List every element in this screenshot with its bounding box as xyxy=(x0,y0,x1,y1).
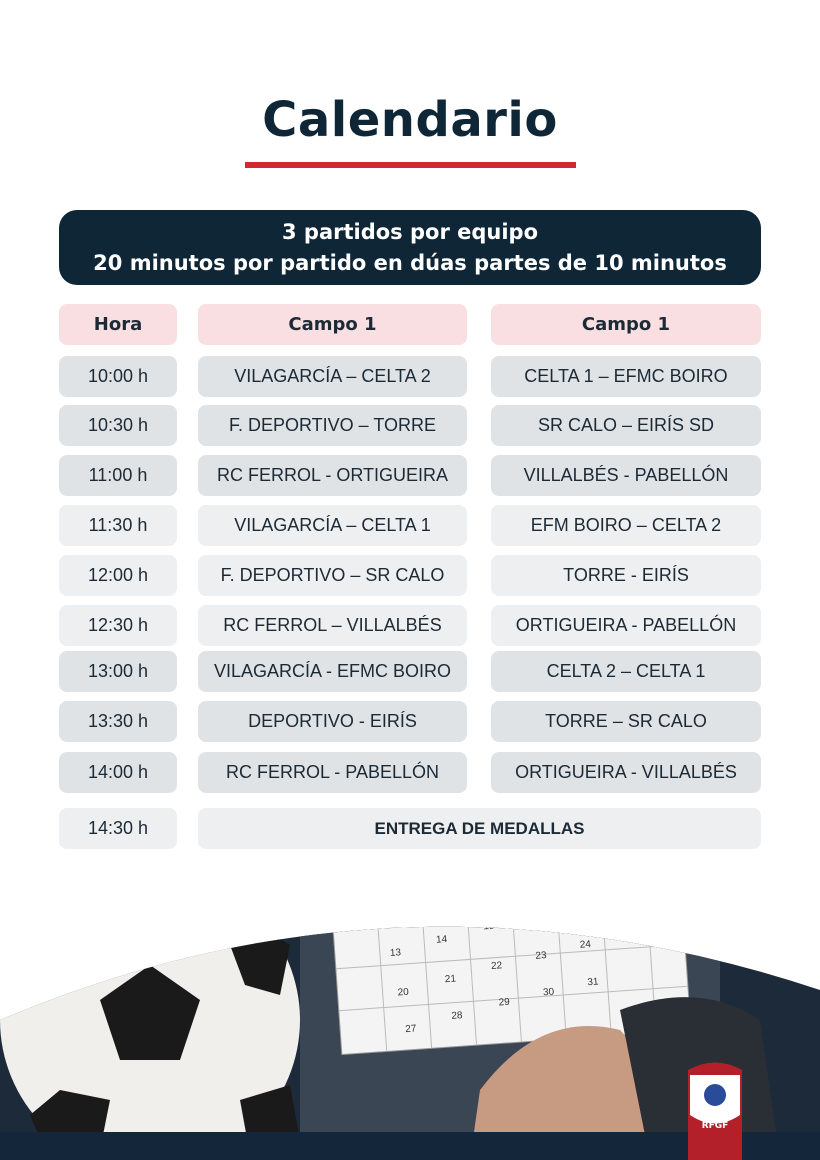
ceremony-cell: ENTREGA DE MEDALLAS xyxy=(198,808,761,849)
banner-line: 20 minutos por partido en dúas partes de… xyxy=(93,251,727,275)
logo-text: RFGF xyxy=(702,1121,729,1131)
calendar-grid xyxy=(338,985,688,1012)
match-cell: TORRE – SR CALO xyxy=(491,701,761,742)
match-cell: F. DEPORTIVO – TORRE xyxy=(198,405,467,446)
match-cell: EFM BOIRO – CELTA 2 xyxy=(491,505,761,546)
match-cell: F. DEPORTIVO – SR CALO xyxy=(198,555,467,596)
match-cell: SR CALO – EIRÍS SD xyxy=(491,405,761,446)
calendar-day: 22 xyxy=(491,960,503,972)
calendar-day: 14 xyxy=(436,934,448,946)
time-cell: 12:00 h xyxy=(59,555,177,596)
header-cell: Campo 1 xyxy=(491,304,761,345)
time-cell: 11:00 h xyxy=(59,455,177,496)
calendar-day: 29 xyxy=(498,997,510,1009)
calendar-grid xyxy=(553,926,567,1039)
match-cell: VILAGARCÍA – CELTA 2 xyxy=(198,356,467,397)
match-cell: VILLALBÉS - PABELLÓN xyxy=(491,455,761,496)
calendar-day: 9 xyxy=(519,870,526,880)
calendar-day: 28 xyxy=(451,1010,463,1022)
match-cell: ORTIGUEIRA - VILLALBÉS xyxy=(491,752,761,793)
match-cell: RC FERROL - ORTIGUEIRA xyxy=(198,455,467,496)
header-cell: Hora xyxy=(59,304,177,345)
calendar-day: 25 xyxy=(622,928,634,940)
match-cell: CELTA 2 – CELTA 1 xyxy=(491,651,761,692)
calendar-day: 21 xyxy=(445,973,457,985)
match-cell: ORTIGUEIRA - PABELLÓN xyxy=(491,605,761,646)
match-cell: TORRE - EIRÍS xyxy=(491,555,761,596)
photo-illustration: 6 7 8 9 13 14 15 16 17 18 20 21 22 23 24 25 26 27 28 29 30 31… xyxy=(0,870,820,1160)
calendar-grid xyxy=(464,926,478,1046)
calendar-day: 30 xyxy=(543,987,555,999)
calendar-day: 7 xyxy=(431,890,438,901)
calendar-day: 26 xyxy=(661,918,673,930)
match-cell: RC FERROL – VILLALBÉS xyxy=(198,605,467,646)
info-banner: 3 partidos por equipo 20 minutos por par… xyxy=(59,210,761,285)
calendar-grid xyxy=(419,926,433,1049)
time-cell: 14:00 h xyxy=(59,752,177,793)
calendar-grid xyxy=(374,926,388,1052)
calendar-grid xyxy=(332,926,683,928)
calendar-day: 15 xyxy=(483,921,495,933)
time-cell: 13:30 h xyxy=(59,701,177,742)
calendar-day: 27 xyxy=(405,1023,417,1035)
calendar-day: 20 xyxy=(397,987,409,999)
calendar-day: 13 xyxy=(390,947,402,959)
match-cell: CELTA 1 – EFMC BOIRO xyxy=(491,356,761,397)
time-cell: 12:30 h xyxy=(59,605,177,646)
title-underline xyxy=(245,162,576,168)
calendar-day: 31 xyxy=(587,976,599,988)
match-cell: RC FERROL - PABELLÓN xyxy=(198,752,467,793)
time-cell: 10:30 h xyxy=(59,405,177,446)
calendar-grid xyxy=(335,943,686,970)
banner-line: 3 partidos por equipo xyxy=(282,220,538,244)
match-cell: VILAGARCÍA - EFMC BOIRO xyxy=(198,651,467,692)
calendar-day: 8 xyxy=(475,878,482,889)
match-cell: VILAGARCÍA – CELTA 1 xyxy=(198,505,467,546)
calendar-day: 17 xyxy=(572,899,584,911)
match-cell: DEPORTIVO - EIRÍS xyxy=(198,701,467,742)
calendar-day: 18 xyxy=(613,888,625,900)
time-cell: 13:00 h xyxy=(59,651,177,692)
calendar-day: 6 xyxy=(381,903,388,914)
time-cell: 11:30 h xyxy=(59,505,177,546)
calendar-day: 24 xyxy=(579,939,591,951)
calendar-day: 23 xyxy=(535,950,547,962)
header-cell: Campo 1 xyxy=(198,304,467,345)
calendar-grid xyxy=(509,926,522,1043)
calendar-grid xyxy=(598,926,612,1036)
time-cell: 10:00 h xyxy=(59,356,177,397)
title: Calendario xyxy=(262,92,558,148)
calendar-day: 16 xyxy=(527,910,539,922)
time-cell: 14:30 h xyxy=(59,808,177,849)
